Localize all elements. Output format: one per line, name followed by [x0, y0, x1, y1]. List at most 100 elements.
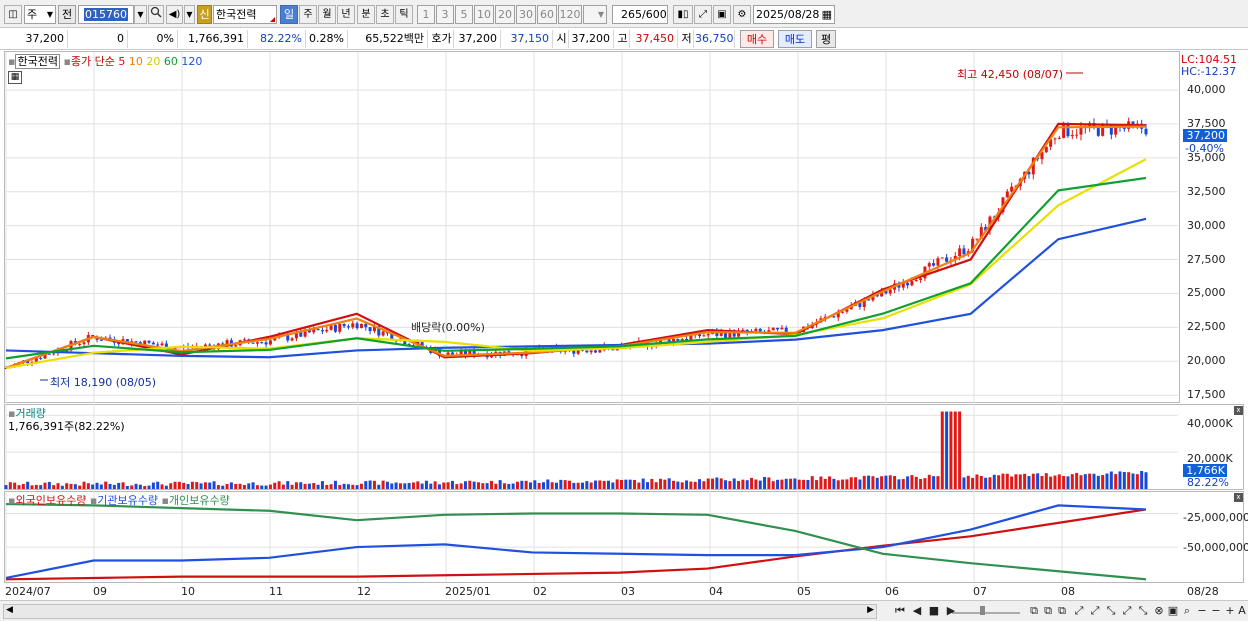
scroll-right-icon[interactable]: ▶: [867, 605, 874, 615]
legend-ma120[interactable]: 120: [181, 55, 203, 68]
line-draw-icon[interactable]: ⤢: [694, 5, 712, 24]
save-icon[interactable]: ▣: [713, 5, 731, 24]
code-dropdown-icon[interactable]: ▼: [134, 5, 147, 24]
candle-body: [1079, 126, 1083, 135]
candle-body: [437, 348, 441, 357]
volume-bar: [919, 479, 923, 489]
candle-style-icon[interactable]: ▮▯: [673, 5, 693, 24]
volume-bar: [450, 480, 454, 489]
volume-panel[interactable]: [4, 404, 1244, 490]
search-icon[interactable]: [148, 5, 164, 24]
volume-bar: [238, 483, 242, 489]
speaker-icon[interactable]: ◀): [166, 5, 183, 24]
legend-individual[interactable]: 개인보유수량: [168, 494, 230, 507]
candle-body: [151, 342, 155, 345]
close-icon[interactable]: x: [1234, 406, 1243, 415]
trend-tool-icon[interactable]: ⤢: [1090, 604, 1100, 617]
prev-page-icon[interactable]: ◀: [912, 604, 922, 617]
legend-ma-label[interactable]: 종가 단순: [70, 55, 115, 68]
low-label: 저: [680, 30, 694, 48]
add-icon[interactable]: +: [1225, 604, 1235, 617]
volume-bar: [130, 485, 134, 489]
ask-price: 37,200: [455, 30, 501, 48]
stock-code-input[interactable]: 015760: [78, 5, 134, 24]
chart-canvas[interactable]: [0, 0, 1248, 600]
interval-60-button[interactable]: 60: [537, 5, 557, 24]
period-second-button[interactable]: 초: [376, 5, 394, 24]
volume-bar: [377, 484, 381, 489]
legend-foreign[interactable]: 외국인보유수량: [15, 494, 87, 507]
chart-type-select[interactable]: 주 ▼: [24, 5, 56, 24]
buy-button[interactable]: 매수: [740, 30, 774, 48]
prev-button[interactable]: 전: [58, 5, 76, 24]
volume-bar: [416, 481, 420, 489]
period-tick-button[interactable]: 틱: [395, 5, 413, 24]
gear-icon[interactable]: ⚙: [733, 5, 751, 24]
data-count-field[interactable]: 265/600: [612, 5, 668, 24]
save-icon[interactable]: ▣: [1167, 604, 1179, 617]
interval-5-button[interactable]: 5: [455, 5, 473, 24]
trend-tool-icon[interactable]: ⤡: [1106, 604, 1116, 617]
volume-bar: [208, 482, 212, 489]
drawing-tool-icon[interactable]: ⧉: [1030, 604, 1038, 617]
zoom-reset-icon[interactable]: −: [1211, 604, 1221, 617]
drawing-tool-icon[interactable]: ⧉: [1058, 604, 1066, 617]
period-week-button[interactable]: 주: [299, 5, 317, 24]
interval-3-button[interactable]: 3: [436, 5, 454, 24]
candle-body: [82, 342, 86, 344]
trend-tool-icon[interactable]: ⤢: [1074, 604, 1084, 617]
candle-body: [724, 332, 728, 338]
legend-stock-name[interactable]: 한국전력: [15, 54, 60, 69]
sell-button[interactable]: 매도: [778, 30, 812, 48]
interval-1-button[interactable]: 1: [417, 5, 435, 24]
period-year-button[interactable]: 년: [337, 5, 355, 24]
volume-bar: [1044, 473, 1048, 489]
interval-120-button[interactable]: 120: [558, 5, 582, 24]
interval-30-button[interactable]: 30: [516, 5, 536, 24]
settings-tool-icon[interactable]: ⊗: [1154, 604, 1164, 617]
candle-body: [927, 263, 931, 267]
volume-bar: [182, 482, 186, 489]
zoom-slider[interactable]: [950, 603, 1022, 619]
x-axis-label: 09: [93, 585, 107, 598]
volume-bar: [8, 482, 12, 489]
drawing-tool-icon[interactable]: ⧉: [1044, 604, 1052, 617]
zoom-icon[interactable]: ⌕: [1183, 604, 1191, 617]
stop-icon[interactable]: ■: [928, 604, 940, 617]
legend-ma5[interactable]: 5: [118, 55, 126, 68]
price-panel[interactable]: [4, 51, 1180, 403]
zoom-out-icon[interactable]: −: [1197, 604, 1207, 617]
volume-bar: [975, 474, 979, 489]
interval-10-button[interactable]: 10: [474, 5, 494, 24]
period-day-button[interactable]: 일: [280, 5, 298, 24]
period-month-button[interactable]: 월: [318, 5, 336, 24]
volume-bar: [78, 485, 82, 489]
legend-ma10[interactable]: 10: [128, 55, 143, 68]
interval-custom-select[interactable]: ▼: [583, 5, 607, 24]
holding-lines: [5, 502, 1147, 581]
legend-institution[interactable]: 기관보유수량: [97, 494, 159, 507]
date-input[interactable]: 2025/08/28 ▦: [753, 5, 835, 24]
horizontal-scrollbar[interactable]: ◀ ▶: [3, 604, 877, 619]
calculator-icon[interactable]: ▦: [8, 71, 22, 84]
next-page-icon[interactable]: ▶: [946, 604, 956, 617]
period-minute-button[interactable]: 분: [357, 5, 375, 24]
legend-ma20[interactable]: 20: [146, 55, 161, 68]
chevron-down-icon[interactable]: ▼: [184, 5, 195, 24]
holding-panel[interactable]: [4, 491, 1244, 583]
first-page-icon[interactable]: ⏮: [895, 604, 905, 617]
volume-title[interactable]: 거래량: [15, 407, 46, 420]
candle-body: [767, 330, 771, 333]
volume-bar: [680, 482, 684, 489]
trend-tool-icon[interactable]: ⤡: [1138, 604, 1148, 617]
scroll-left-icon[interactable]: ◀: [6, 605, 13, 615]
font-size-icon[interactable]: A: [1238, 604, 1246, 617]
window-menu-icon[interactable]: ◫: [4, 5, 22, 24]
legend-ma60[interactable]: 60: [163, 55, 178, 68]
trend-tool-icon[interactable]: ⤢: [1122, 604, 1132, 617]
volume-bar: [741, 479, 745, 489]
eval-button[interactable]: 평: [816, 30, 836, 48]
volume-bar: [494, 483, 498, 489]
close-icon[interactable]: x: [1234, 493, 1243, 502]
interval-20-button[interactable]: 20: [495, 5, 515, 24]
